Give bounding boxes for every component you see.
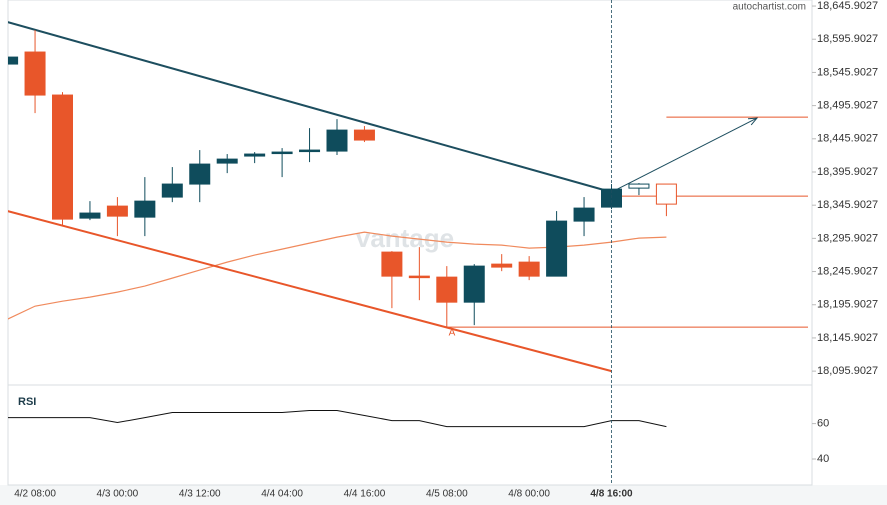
trendline — [8, 210, 612, 373]
pattern-label: A — [449, 328, 456, 339]
candle-body — [299, 149, 321, 153]
candle-body — [326, 129, 348, 152]
candle-body — [134, 200, 156, 218]
y-tick-label: 18,545.9027 — [817, 66, 878, 78]
forecast-arrow — [611, 117, 758, 193]
x-axis-band — [0, 485, 887, 505]
y-tick-label: 18,645.9027 — [817, 0, 878, 12]
x-tick-label: 4/8 16:00 — [590, 489, 633, 500]
candle-body — [408, 275, 430, 279]
y-tick-label: 18,595.9027 — [817, 33, 878, 45]
x-tick-label: 4/5 08:00 — [426, 489, 468, 500]
y-tick-label: 18,295.9027 — [817, 232, 878, 244]
trendline — [8, 21, 612, 194]
y-tick-label: 18,195.9027 — [817, 299, 878, 311]
x-tick-label: 4/3 12:00 — [179, 489, 221, 500]
candle-body — [381, 251, 403, 277]
y-tick-label: 18,345.9027 — [817, 199, 878, 211]
candle-body — [216, 158, 238, 164]
x-tick-label: 4/3 00:00 — [97, 489, 139, 500]
x-tick-label: 4/4 16:00 — [344, 489, 386, 500]
source-label: autochartist.com — [733, 2, 806, 13]
candle-body — [79, 212, 101, 219]
y-tick-label: 18,395.9027 — [817, 166, 878, 178]
candle-body — [24, 51, 46, 96]
candle-body — [628, 183, 650, 189]
rsi-line — [8, 410, 667, 428]
candle-body — [8, 56, 19, 65]
candle-body — [546, 220, 568, 277]
y-tick-label: 18,145.9027 — [817, 332, 878, 344]
candle-body — [52, 94, 73, 220]
candle-body — [161, 183, 183, 198]
candle-body — [106, 205, 128, 217]
candle-body — [436, 276, 458, 303]
rsi-title: RSI — [18, 396, 36, 408]
candle-body — [573, 207, 595, 222]
y-tick-label: 18,445.9027 — [817, 133, 878, 145]
x-tick-label: 4/8 00:00 — [508, 489, 550, 500]
x-tick-label: 4/2 08:00 — [14, 489, 56, 500]
candle-body — [655, 183, 677, 205]
moving-average — [8, 231, 667, 320]
candle-body — [463, 265, 485, 303]
plot-frame — [7, 0, 813, 486]
y-tick-label: 18,095.9027 — [817, 365, 878, 377]
candle-body — [271, 151, 293, 155]
arrow-head — [747, 117, 759, 126]
plot — [8, 21, 808, 428]
rsi-tick-label: 40 — [817, 453, 829, 465]
candle-body — [189, 163, 211, 185]
rsi-tick-label: 60 — [817, 418, 829, 430]
candle-body — [518, 261, 540, 277]
candle-body — [491, 263, 513, 268]
y-tick-label: 18,495.9027 — [817, 100, 878, 112]
candle-body — [244, 153, 266, 157]
y-tick-label: 18,245.9027 — [817, 265, 878, 277]
x-tick-label: 4/4 04:00 — [261, 489, 303, 500]
candle-body — [353, 129, 375, 141]
